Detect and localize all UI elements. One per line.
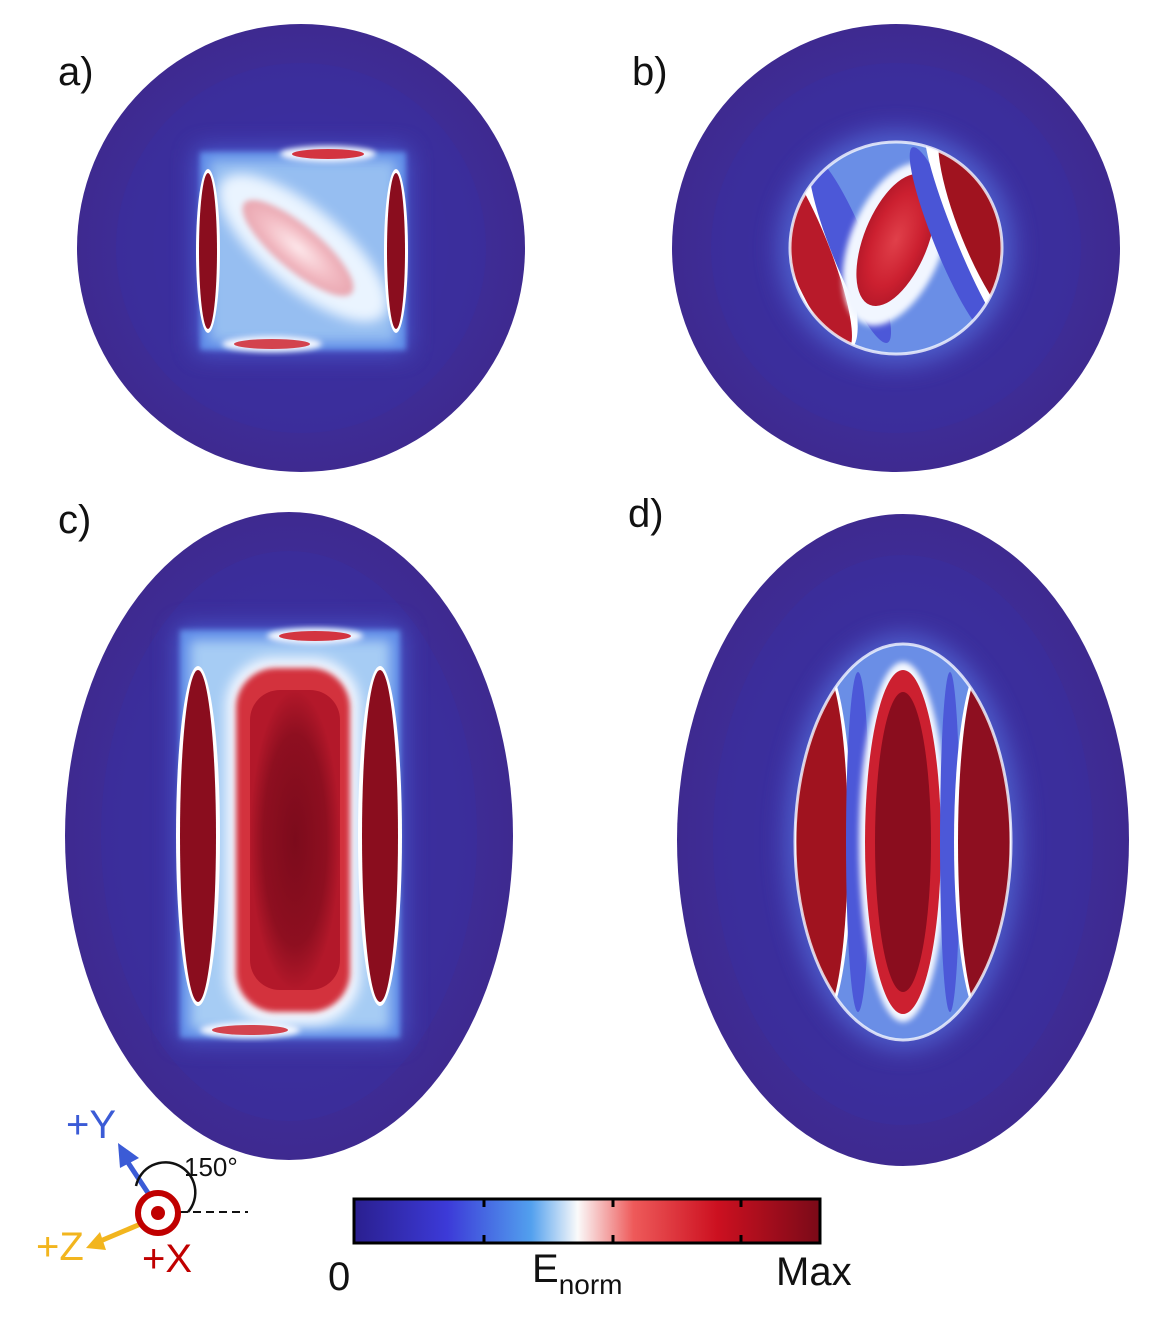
panel-a-label: a) <box>58 50 94 94</box>
panel-d-label: d) <box>628 492 664 536</box>
colorbar-gradient <box>352 1197 822 1245</box>
colorbar-title-main: E <box>532 1247 559 1291</box>
y-axis-arrow <box>122 1156 153 1198</box>
y-axis-label: +Y <box>66 1103 116 1147</box>
panel-b: b) <box>632 24 1120 472</box>
panel-c: c) <box>58 498 513 1160</box>
panel-a: a) <box>58 24 525 472</box>
colorbar-max-label: Max <box>776 1250 852 1294</box>
colorbar-title-sub: norm <box>559 1269 623 1300</box>
z-arrowhead <box>86 1232 106 1250</box>
x-axis-label: +X <box>142 1237 192 1281</box>
angle-arc <box>134 1161 197 1213</box>
colorbar-min-label: 0 <box>328 1255 350 1299</box>
colorbar-title: Enorm <box>532 1247 622 1300</box>
angle-label: 150° <box>184 1152 238 1182</box>
y-arrowhead <box>118 1143 139 1168</box>
axes-indicator: +Y +Z +X 150° <box>36 1103 248 1281</box>
panel-d: d) <box>628 492 1129 1166</box>
colorbar: 0 Max Enorm <box>328 1197 852 1300</box>
panel-c-label: c) <box>58 498 91 542</box>
panel-b-label: b) <box>632 50 668 94</box>
z-axis-label: +Z <box>36 1225 84 1269</box>
